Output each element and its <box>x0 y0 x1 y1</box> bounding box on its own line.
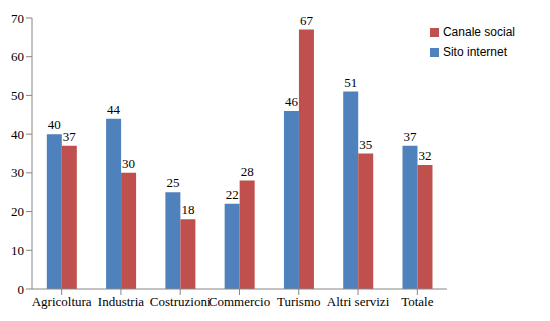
svg-text:10: 10 <box>11 243 24 258</box>
svg-text:0: 0 <box>18 282 25 297</box>
svg-text:Costruzioni: Costruzioni <box>150 294 211 309</box>
svg-text:25: 25 <box>166 175 179 190</box>
svg-text:30: 30 <box>122 156 135 171</box>
svg-text:40: 40 <box>11 127 24 142</box>
svg-text:30: 30 <box>11 165 24 180</box>
svg-text:50: 50 <box>11 88 24 103</box>
svg-text:Turismo: Turismo <box>277 294 321 309</box>
svg-text:18: 18 <box>181 202 194 217</box>
svg-text:Commercio: Commercio <box>209 294 270 309</box>
html-text:Canale social: Canale social <box>443 25 515 39</box>
svg-text:70: 70 <box>11 11 24 26</box>
html-text:Sito internet: Sito internet <box>443 45 507 59</box>
svg-text:Altri servizi: Altri servizi <box>327 294 390 309</box>
svg-text:35: 35 <box>359 137 372 152</box>
svg-text:44: 44 <box>107 102 121 117</box>
svg-text:Totale: Totale <box>401 294 434 309</box>
svg-text:40: 40 <box>48 117 61 132</box>
svg-text:46: 46 <box>285 94 299 109</box>
svg-text:28: 28 <box>241 164 254 179</box>
svg-text:32: 32 <box>418 148 431 163</box>
svg-text:51: 51 <box>344 75 357 90</box>
svg-text:37: 37 <box>403 129 417 144</box>
svg-text:Agricoltura: Agricoltura <box>32 294 92 309</box>
svg-text:Industria: Industria <box>98 294 144 309</box>
svg-text:20: 20 <box>11 204 24 219</box>
svg-text:22: 22 <box>226 187 239 202</box>
svg-text:67: 67 <box>300 13 314 28</box>
svg-text:60: 60 <box>11 49 24 64</box>
svg-text:37: 37 <box>63 129 77 144</box>
